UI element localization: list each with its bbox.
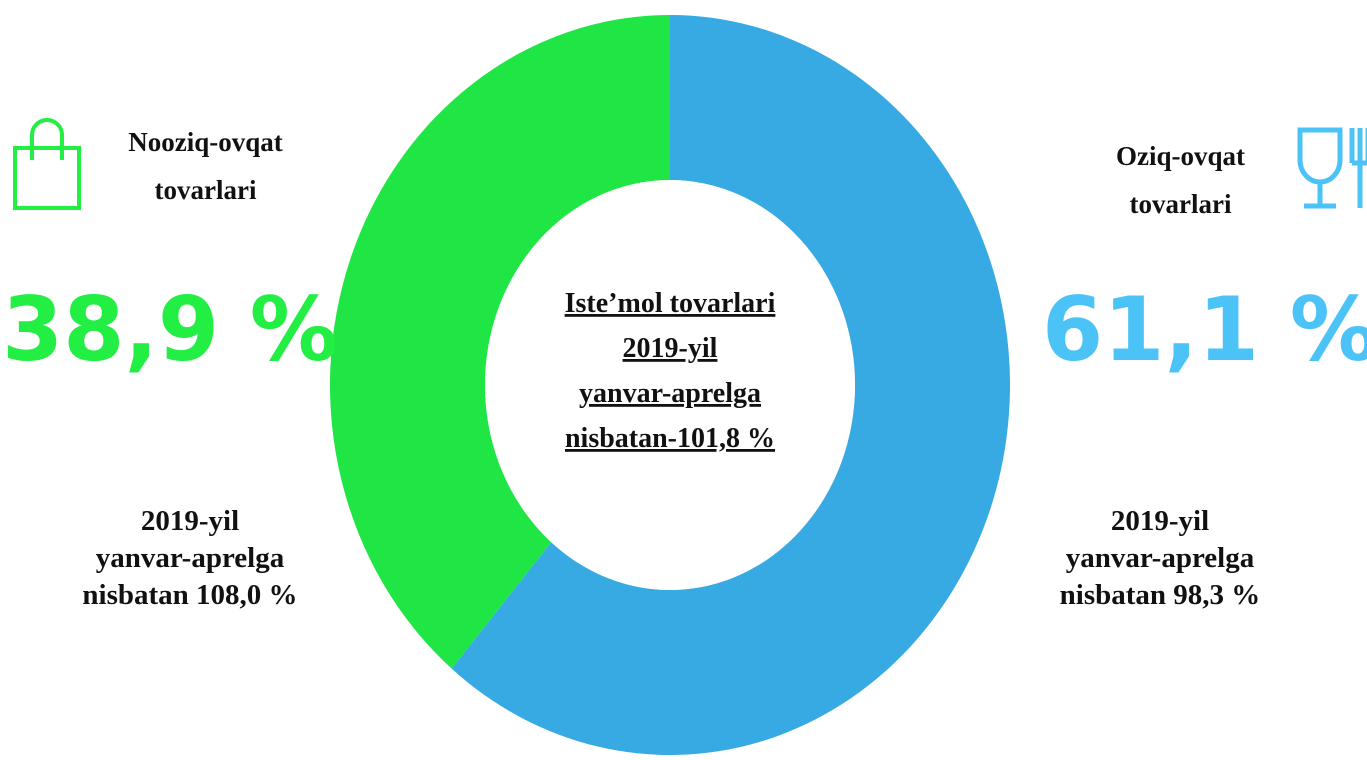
donut-hole — [485, 180, 855, 590]
bag-icon — [13, 118, 81, 210]
center-text: 2019-yil — [623, 333, 718, 364]
center-text: nisbatan-101,8 % — [565, 423, 775, 454]
dining-icon — [1297, 127, 1367, 209]
note-line: yanvar-aprelga — [1066, 542, 1255, 574]
note-line: nisbatan 108,0 % — [82, 579, 297, 611]
note-line: yanvar-aprelga — [96, 542, 285, 574]
note-line: nisbatan 98,3 % — [1060, 579, 1261, 611]
note-line: 2019-yil — [1111, 505, 1209, 537]
percent-label: 61,1 % — [1042, 278, 1367, 381]
category-label: Nooziq-ovqat tovarlari — [128, 127, 283, 205]
category-label: Oziq-ovqat tovarlari — [1115, 141, 1245, 219]
note-line: 2019-yil — [141, 505, 239, 537]
donut-slice — [451, 15, 1010, 756]
center-text: Iste’mol tovarlari — [565, 288, 776, 319]
donut-slice — [330, 15, 670, 669]
center-text: yanvar-aprelga — [579, 378, 761, 409]
percent-label: 38,9 % — [2, 278, 338, 381]
